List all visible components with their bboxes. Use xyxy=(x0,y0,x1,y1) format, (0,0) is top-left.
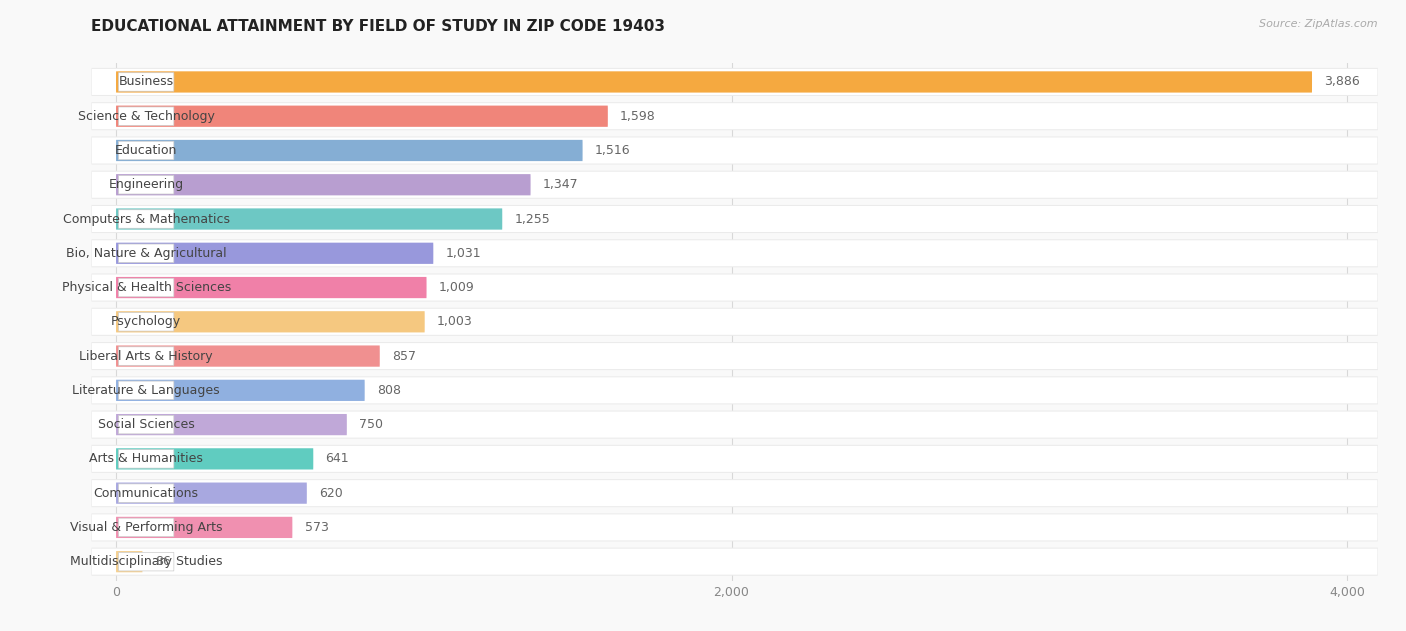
FancyBboxPatch shape xyxy=(91,68,1378,96)
FancyBboxPatch shape xyxy=(91,411,1378,439)
FancyBboxPatch shape xyxy=(91,206,1378,232)
FancyBboxPatch shape xyxy=(117,277,426,298)
FancyBboxPatch shape xyxy=(117,140,582,161)
FancyBboxPatch shape xyxy=(91,411,1378,438)
Text: Visual & Performing Arts: Visual & Performing Arts xyxy=(70,521,222,534)
FancyBboxPatch shape xyxy=(91,136,1378,165)
Text: Engineering: Engineering xyxy=(108,178,184,191)
Text: Source: ZipAtlas.com: Source: ZipAtlas.com xyxy=(1260,19,1378,29)
FancyBboxPatch shape xyxy=(91,376,1378,404)
FancyBboxPatch shape xyxy=(118,450,174,468)
FancyBboxPatch shape xyxy=(91,343,1378,369)
FancyBboxPatch shape xyxy=(91,240,1378,266)
Text: 1,031: 1,031 xyxy=(446,247,481,260)
Text: 857: 857 xyxy=(392,350,416,363)
FancyBboxPatch shape xyxy=(91,205,1378,233)
FancyBboxPatch shape xyxy=(117,71,1312,93)
FancyBboxPatch shape xyxy=(117,551,142,572)
FancyBboxPatch shape xyxy=(91,480,1378,506)
FancyBboxPatch shape xyxy=(117,380,364,401)
Text: 808: 808 xyxy=(377,384,401,397)
Text: 86: 86 xyxy=(155,555,170,568)
Text: 641: 641 xyxy=(326,452,349,466)
Text: 1,255: 1,255 xyxy=(515,213,550,225)
FancyBboxPatch shape xyxy=(91,445,1378,473)
FancyBboxPatch shape xyxy=(91,171,1378,199)
FancyBboxPatch shape xyxy=(118,73,174,91)
FancyBboxPatch shape xyxy=(91,273,1378,302)
FancyBboxPatch shape xyxy=(118,107,174,126)
FancyBboxPatch shape xyxy=(118,518,174,536)
FancyBboxPatch shape xyxy=(118,415,174,434)
Text: Literature & Languages: Literature & Languages xyxy=(72,384,219,397)
FancyBboxPatch shape xyxy=(91,446,1378,472)
FancyBboxPatch shape xyxy=(91,377,1378,403)
FancyBboxPatch shape xyxy=(91,514,1378,540)
Text: 1,347: 1,347 xyxy=(543,178,578,191)
FancyBboxPatch shape xyxy=(91,239,1378,268)
Text: 573: 573 xyxy=(305,521,329,534)
Text: Physical & Health Sciences: Physical & Health Sciences xyxy=(62,281,231,294)
FancyBboxPatch shape xyxy=(117,208,502,230)
FancyBboxPatch shape xyxy=(91,274,1378,300)
FancyBboxPatch shape xyxy=(118,552,174,571)
Text: Communications: Communications xyxy=(94,487,198,500)
FancyBboxPatch shape xyxy=(91,172,1378,198)
Text: Multidisciplinary Studies: Multidisciplinary Studies xyxy=(70,555,222,568)
Text: 3,886: 3,886 xyxy=(1324,76,1360,88)
Text: Business: Business xyxy=(118,76,174,88)
FancyBboxPatch shape xyxy=(91,103,1378,129)
FancyBboxPatch shape xyxy=(91,102,1378,130)
Text: 1,516: 1,516 xyxy=(595,144,630,157)
Text: 750: 750 xyxy=(359,418,384,431)
FancyBboxPatch shape xyxy=(91,138,1378,163)
FancyBboxPatch shape xyxy=(117,517,292,538)
Text: Arts & Humanities: Arts & Humanities xyxy=(89,452,202,466)
Text: EDUCATIONAL ATTAINMENT BY FIELD OF STUDY IN ZIP CODE 19403: EDUCATIONAL ATTAINMENT BY FIELD OF STUDY… xyxy=(91,19,665,34)
FancyBboxPatch shape xyxy=(118,141,174,160)
FancyBboxPatch shape xyxy=(91,514,1378,541)
Text: Education: Education xyxy=(115,144,177,157)
FancyBboxPatch shape xyxy=(118,312,174,331)
FancyBboxPatch shape xyxy=(118,347,174,365)
FancyBboxPatch shape xyxy=(91,342,1378,370)
Text: Bio, Nature & Agricultural: Bio, Nature & Agricultural xyxy=(66,247,226,260)
FancyBboxPatch shape xyxy=(118,278,174,297)
Text: 1,003: 1,003 xyxy=(437,316,472,328)
Text: 1,598: 1,598 xyxy=(620,110,655,122)
Text: Science & Technology: Science & Technology xyxy=(77,110,215,122)
FancyBboxPatch shape xyxy=(118,244,174,262)
Text: Liberal Arts & History: Liberal Arts & History xyxy=(79,350,212,363)
Text: 620: 620 xyxy=(319,487,343,500)
FancyBboxPatch shape xyxy=(118,209,174,228)
FancyBboxPatch shape xyxy=(118,484,174,502)
FancyBboxPatch shape xyxy=(117,345,380,367)
FancyBboxPatch shape xyxy=(117,105,607,127)
FancyBboxPatch shape xyxy=(91,479,1378,507)
FancyBboxPatch shape xyxy=(91,69,1378,95)
Text: Computers & Mathematics: Computers & Mathematics xyxy=(63,213,229,225)
FancyBboxPatch shape xyxy=(117,483,307,504)
FancyBboxPatch shape xyxy=(91,548,1378,575)
FancyBboxPatch shape xyxy=(91,308,1378,336)
FancyBboxPatch shape xyxy=(117,311,425,333)
Text: Psychology: Psychology xyxy=(111,316,181,328)
FancyBboxPatch shape xyxy=(91,548,1378,575)
Text: 1,009: 1,009 xyxy=(439,281,475,294)
Text: Social Sciences: Social Sciences xyxy=(98,418,194,431)
FancyBboxPatch shape xyxy=(117,448,314,469)
FancyBboxPatch shape xyxy=(91,309,1378,335)
FancyBboxPatch shape xyxy=(118,381,174,399)
FancyBboxPatch shape xyxy=(117,414,347,435)
FancyBboxPatch shape xyxy=(118,175,174,194)
FancyBboxPatch shape xyxy=(117,174,530,196)
FancyBboxPatch shape xyxy=(117,243,433,264)
